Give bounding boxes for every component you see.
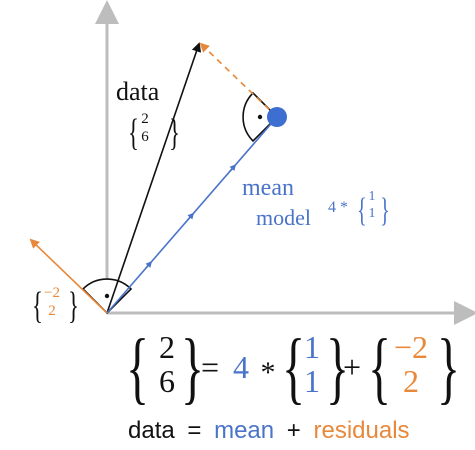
mean-vector-tick-1 (145, 260, 153, 269)
residual-dashed-vector (199, 42, 278, 118)
data-vector-top: 2 (141, 111, 149, 127)
eq-plus: + (343, 349, 361, 385)
residual-vector-bottom: 2 (48, 303, 56, 319)
mean-vector-tick-2 (187, 212, 195, 221)
eq-unit-brace-left: { (282, 324, 305, 413)
eq-residual-brace-left: { (368, 324, 391, 413)
eq-equals: = (201, 349, 219, 385)
eq-data-brace-right: } (181, 324, 204, 413)
eq-residual-bottom: 2 (403, 363, 419, 399)
origin-right-angle-dot (104, 293, 110, 299)
data-vector-bottom: 6 (141, 129, 149, 145)
residual-vector (29, 238, 108, 314)
word-equation: data = mean + residuals (128, 417, 410, 444)
model-label: model (256, 205, 311, 230)
eq-data-bottom: 6 (159, 363, 175, 399)
unit-vector-brace-left: { (357, 192, 367, 230)
eq-data-brace-left: { (126, 324, 149, 413)
residual-vector-top: −2 (44, 285, 60, 301)
eq-unit-top: 1 (304, 329, 320, 365)
data-label: data (116, 77, 160, 106)
mean-label: mean (242, 175, 294, 201)
word-residuals: residuals (313, 417, 409, 444)
unit-vector-top: 1 (369, 189, 376, 204)
unit-vector-brace-right: } (380, 192, 390, 230)
word-data: data (128, 417, 175, 444)
residual-vector-brace-right: } (68, 284, 79, 326)
vector-equation: { 2 6 } = 4 * { 1 1 } + { −2 2 } (126, 324, 460, 413)
eq-unit-bottom: 1 (304, 363, 320, 399)
word-plus: + (287, 417, 301, 444)
eq-residual-top: −2 (394, 329, 428, 365)
word-equals: = (187, 417, 201, 444)
mean-point (267, 107, 287, 127)
mean-vector-tick-3 (229, 164, 237, 172)
word-mean: mean (214, 417, 274, 444)
eq-scalar: 4 (233, 349, 249, 385)
data-vector (106, 42, 202, 314)
eq-unit-brace-right: } (326, 324, 349, 413)
data-vector-brace-right: } (169, 111, 180, 153)
eq-residual-brace-right: } (437, 324, 460, 413)
mean-right-angle-dot (257, 114, 263, 120)
data-vector-brace-left: { (128, 111, 139, 153)
residual-vector-brace-left: { (32, 284, 43, 326)
model-scalar: 4 * (328, 199, 348, 216)
eq-data-top: 2 (159, 329, 175, 365)
unit-vector-bottom: 1 (369, 206, 376, 221)
eq-times: * (261, 356, 276, 389)
